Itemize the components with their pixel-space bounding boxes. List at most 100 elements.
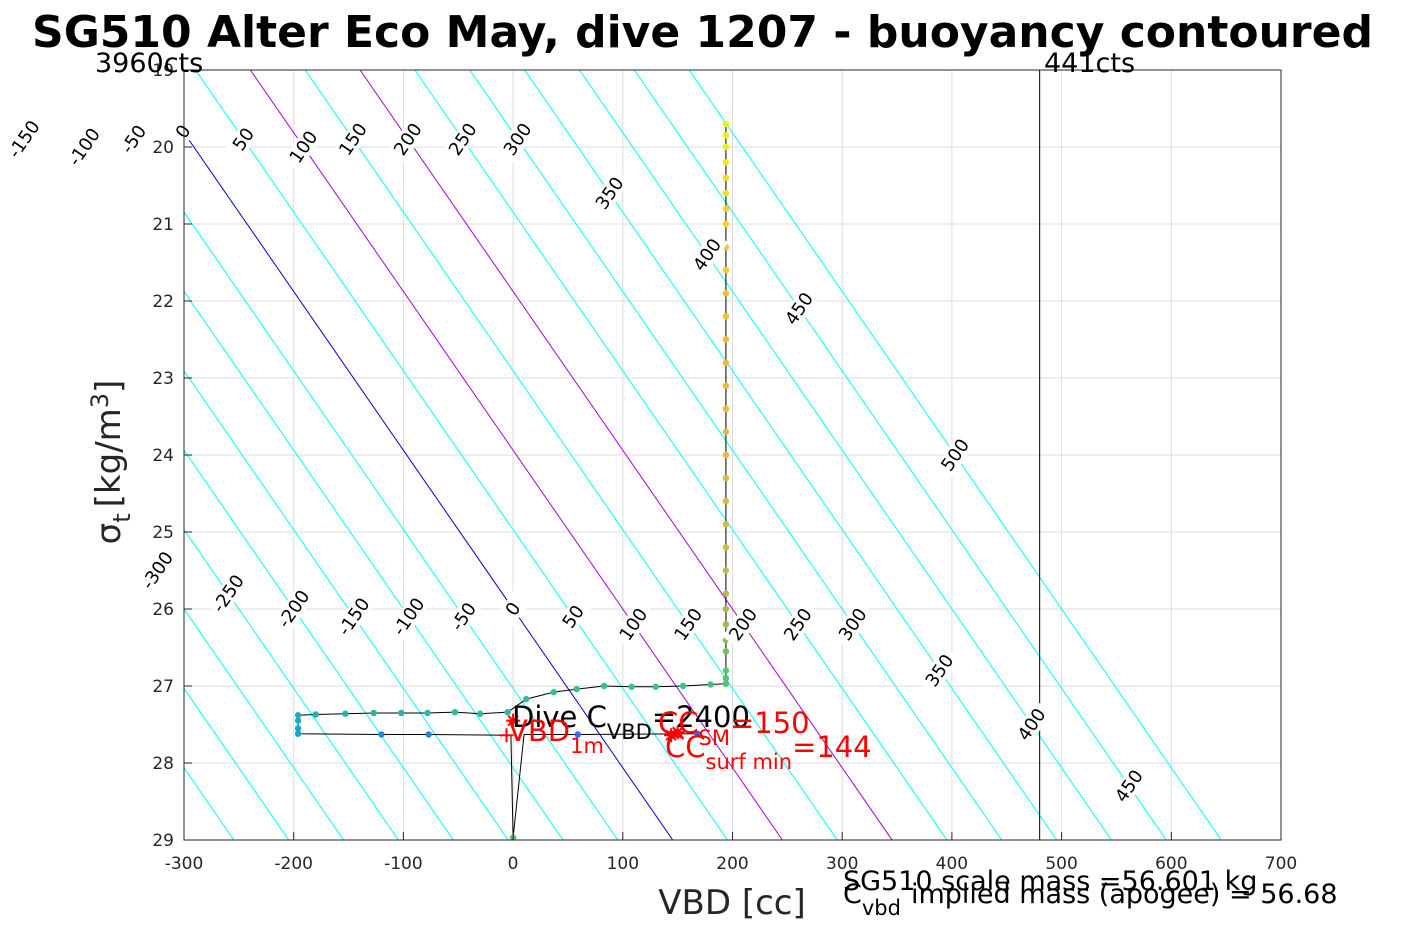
cvbd-sub: vbd: [862, 896, 901, 920]
marker-3-arm-3: [665, 729, 677, 741]
implied-mass-value: implied mass (apogee) = 56.68: [911, 879, 1338, 910]
cc-surf-annotation: CCsurf min=144: [665, 730, 872, 774]
y-tick-label-7: 26: [152, 600, 174, 620]
marker-1: [506, 713, 521, 728]
contour-label-bg-35: [1108, 762, 1150, 810]
data-point-50: [294, 730, 302, 737]
contour-label-bg-14: [442, 115, 484, 164]
y-label-close: ]: [89, 380, 129, 393]
contour-label-bg-20: [136, 546, 179, 595]
contour-label-bg-7: [63, 123, 105, 171]
x-tick-label-7: 400: [936, 854, 968, 874]
contour-label-bg-21: [207, 569, 249, 618]
y-tick-label-5: 24: [152, 446, 174, 466]
contour-label-bg-24: [387, 592, 430, 641]
data-point-42: [424, 709, 431, 717]
scale-mass-text: SG510 scale mass =56.601 kg: [843, 866, 1257, 897]
data-point-3: [722, 159, 730, 166]
x-tick-label-5: 200: [716, 854, 748, 874]
cc-surf-main: CC: [665, 730, 706, 764]
data-point-24: [722, 605, 730, 613]
x-tick-label-9: 600: [1155, 854, 1187, 874]
cc-sm-value: =150: [730, 706, 810, 740]
data-point-7: [722, 220, 730, 228]
contour-label-bg-23: [333, 592, 375, 641]
x-tick-label-3: 0: [508, 854, 519, 874]
contour-line-3: [184, 687, 290, 840]
y-label-sup: 3: [86, 393, 114, 408]
marker-1-arm-3: [507, 714, 519, 727]
data-point-14: [722, 382, 730, 389]
contour-label-bg-22: [272, 585, 315, 633]
cc-surf-sub: surf min: [706, 750, 793, 774]
x-tick-label-8: 500: [1045, 854, 1077, 874]
data-point-17: [722, 451, 730, 459]
data-point-49: [294, 725, 302, 732]
data-point-6: [722, 205, 730, 212]
data-point-22: [722, 567, 730, 574]
implied-mass-text: Cvbd implied mass (apogee) = 56.68: [843, 879, 1338, 920]
x-axis-label: VBD [cc]: [658, 883, 806, 923]
y-tick-label-2: 21: [152, 215, 174, 235]
contour-label-bg-12: [332, 115, 374, 164]
data-point-27: [722, 648, 730, 655]
contour-label-bg-11: [282, 123, 325, 171]
axis-ticks: -300 -200 -100 0 100 200 300 400 500 600 700 19 20 21…: [152, 61, 1297, 874]
vbd-1m-sub: 1m: [570, 734, 604, 758]
y-label-unit: [kg/m: [89, 408, 129, 507]
contour-line-14: [359, 70, 893, 840]
data-point-43: [398, 709, 405, 717]
contour-label-bg-13: [387, 115, 429, 164]
chart-title: SG510 Alter Eco May, dive 1207 - buoyanc…: [32, 7, 1373, 58]
data-points: [294, 120, 730, 840]
data-point-21: [722, 544, 730, 551]
contour-label-bg-15: [496, 115, 539, 164]
contour-line-8: [184, 290, 564, 840]
contour-line-13: [304, 70, 838, 840]
y-tick-label-10: 29: [152, 831, 174, 851]
data-point-4: [722, 174, 730, 181]
data-point-51: [378, 731, 385, 738]
data-point-11: [722, 313, 730, 320]
data-point-54: [694, 730, 701, 737]
data-point-16: [722, 428, 730, 436]
contour-line-16: [469, 70, 1003, 840]
data-point-44: [370, 709, 377, 717]
data-point-30: [722, 680, 730, 687]
contour-label-bg-16: [589, 169, 631, 217]
x-tick-label-0: -300: [165, 854, 204, 874]
data-point-41: [451, 708, 459, 716]
vbd-1m-annotation: VBD1m: [508, 714, 604, 758]
y-tick-label-1: 20: [152, 138, 174, 158]
contour-line-5: [184, 528, 399, 840]
corner-label-left: 3960cts: [95, 48, 203, 79]
data-point-46: [312, 711, 319, 718]
dive-c-main: Dive C: [512, 700, 607, 734]
y-axis-label: σt [kg/m3]: [86, 380, 136, 545]
data-point-18: [722, 474, 730, 482]
data-point-38: [523, 695, 530, 703]
contour-label-bg-18: [778, 284, 820, 333]
cvbd-main: C: [843, 879, 862, 910]
data-point-15: [722, 405, 730, 412]
data-point-2: [722, 143, 730, 151]
contour-line-9: [184, 211, 619, 840]
contour-label-bg-25: [442, 592, 485, 641]
contour-line-19: [633, 70, 1167, 840]
data-point-23: [722, 590, 730, 597]
contour-label-bg-27: [552, 592, 595, 641]
contour-label-bg-19: [934, 431, 976, 479]
contour-line-15: [414, 70, 948, 840]
marker-3: [664, 728, 679, 743]
contour-label-bg-9: [162, 107, 204, 156]
x-tick-label-10: 700: [1265, 854, 1297, 874]
contour-label-bg-6: [3, 115, 45, 164]
y-tick-label-9: 28: [152, 754, 174, 774]
data-point-53: [574, 731, 582, 738]
contour-label-bg-17: [686, 231, 728, 279]
data-point-34: [628, 683, 635, 690]
contour-line-7: [184, 369, 509, 840]
data-point-32: [679, 682, 687, 690]
cc-sm-sub: SM: [699, 726, 730, 750]
